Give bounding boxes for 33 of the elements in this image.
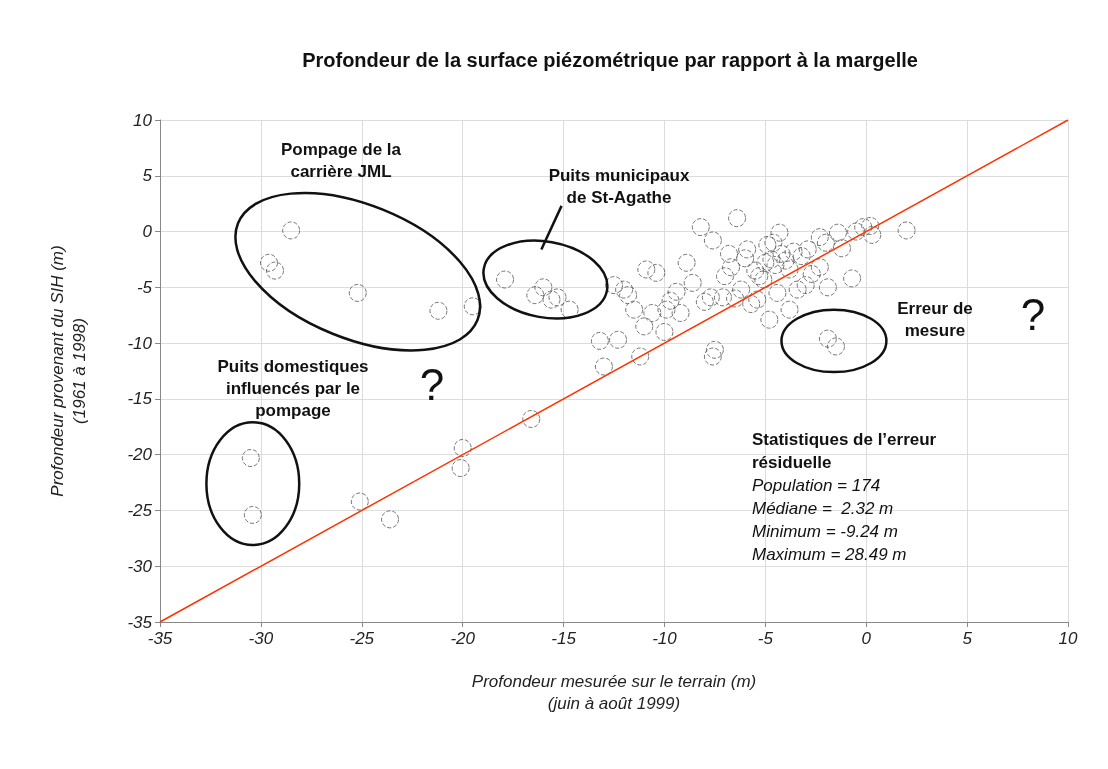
- chart-title: Profondeur de la surface piézométrique par rapport à la margelle: [302, 49, 918, 71]
- y-tick-label: -20: [127, 445, 153, 465]
- x-tick-label: 10: [1058, 629, 1078, 648]
- annotation: Pompage de la carrière JML: [281, 139, 401, 183]
- y-tick-label: -35: [127, 612, 153, 632]
- x-axis-title: Profondeur mesurée sur le terrain (m) (juin à août 1999): [471, 671, 757, 713]
- y-tick-label: -15: [127, 389, 153, 409]
- x-tick-label: -15: [551, 629, 577, 648]
- annotation: Puits domestiques influencés par le pompage: [217, 356, 369, 422]
- x-tick-label: -30: [248, 629, 274, 648]
- y-tick-label: -5: [136, 277, 153, 297]
- annotation: Médiane = 2.32 m: [752, 498, 895, 520]
- annotation: Population = 174: [752, 475, 882, 497]
- y-tick-label: -30: [127, 556, 153, 576]
- annotation: Minimum = -9.24 m: [752, 521, 899, 543]
- x-tick-label: -5: [757, 629, 774, 648]
- x-tick-label: -20: [450, 629, 476, 648]
- x-tick-label: -10: [652, 629, 678, 648]
- x-tick-label: 0: [861, 629, 872, 648]
- x-tick-label: -25: [349, 629, 375, 648]
- annotation: ?: [419, 360, 445, 409]
- annotation: Maximum = 28.49 m: [752, 544, 908, 566]
- y-tick-label: -10: [127, 333, 153, 353]
- annotation: Statistiques de l’erreur résiduelle: [752, 429, 937, 474]
- annotation: Erreur de mesure: [897, 298, 973, 342]
- y-tick-label: 5: [142, 166, 153, 186]
- y-tick-label: 10: [133, 110, 153, 130]
- y-tick-label: -25: [127, 500, 153, 520]
- x-tick-label: 5: [962, 629, 973, 648]
- annotation: Puits municipaux de St-Agathe: [548, 165, 690, 209]
- annotation: ?: [1020, 290, 1046, 339]
- y-tick-label: 0: [142, 222, 153, 242]
- y-axis-title: Profondeur provenant du SIH (m) (1961 à 1998): [47, 245, 89, 497]
